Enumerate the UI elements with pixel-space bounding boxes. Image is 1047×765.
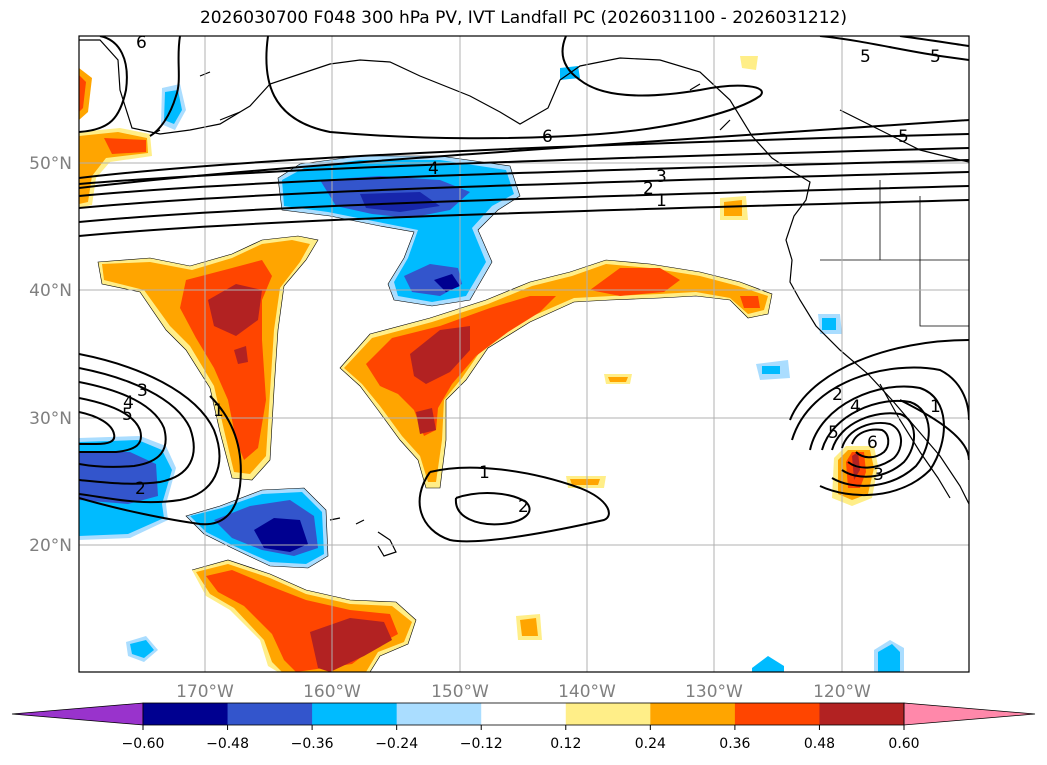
contour-label: 2 — [518, 497, 529, 517]
contour-label: 5 — [930, 47, 941, 67]
shade-positive — [570, 479, 600, 485]
colorbar-tick-label: −0.24 — [375, 736, 418, 752]
colorbar-bin — [312, 703, 398, 725]
colorbar-tick-label: 0.60 — [888, 736, 919, 752]
contour-label: 6 — [867, 433, 878, 453]
contour-label: 1 — [930, 397, 941, 417]
contour-5-line — [79, 119, 969, 189]
contour-2-central — [454, 492, 531, 526]
colorbar-bin — [227, 703, 313, 725]
shade-positive — [740, 56, 758, 70]
contour-label: 2 — [135, 479, 146, 499]
contour-label: 3 — [656, 167, 667, 187]
lon-label-120w: 120°W — [813, 682, 871, 702]
colorbar-under-extension — [11, 702, 144, 726]
shade-negative — [130, 640, 154, 658]
contour-label: 5 — [122, 405, 133, 425]
shade-positive — [724, 200, 742, 216]
plot-frame — [78, 35, 970, 673]
lat-label-20n: 20°N — [29, 536, 72, 556]
lon-label-140w: 140°W — [558, 682, 616, 702]
coastline-north-america — [79, 39, 969, 505]
contour-1-central — [418, 466, 610, 543]
colorbar-tick-label: −0.12 — [460, 736, 503, 752]
contour-label: 1 — [656, 191, 667, 211]
contour-label: 2 — [832, 385, 843, 405]
lon-label-130w: 130°W — [685, 682, 743, 702]
contour-label: 6 — [136, 33, 147, 53]
colorbar-bin — [481, 703, 567, 725]
gridlines — [79, 36, 969, 672]
contour-label: 4 — [428, 159, 439, 179]
pv-shading — [79, 56, 904, 672]
latitude-labels: 50°N 40°N 30°N 20°N — [29, 154, 72, 556]
contour-label: 4 — [850, 397, 861, 417]
contour-3-line — [79, 159, 969, 197]
colorbar-frame — [142, 702, 905, 726]
shade-negative — [822, 318, 836, 330]
shade-positive — [608, 377, 628, 382]
longitude-labels: 170°W 160°W 150°W 140°W 130°W 120°W — [176, 682, 871, 702]
colorbar-bin — [734, 703, 820, 725]
colorbar-tick-label: −0.36 — [291, 736, 334, 752]
shade-positive — [104, 138, 146, 154]
shade-negative — [360, 192, 440, 212]
colorbar-tick-label: −0.60 — [122, 736, 165, 752]
map-title: 2026030700 F048 300 hPa PV, IVT Landfall… — [199, 8, 847, 28]
colorbar-bin — [396, 703, 482, 725]
colorbar-tick-label: 0.12 — [550, 736, 581, 752]
shade-positive — [366, 296, 556, 436]
contour-label: 5 — [828, 423, 839, 443]
coastline-baja — [879, 383, 951, 499]
colorbar-tick-label: 0.48 — [804, 736, 835, 752]
contour-2-line — [79, 171, 969, 209]
lon-label-160w: 160°W — [303, 682, 361, 702]
contour-label: 5 — [898, 127, 909, 147]
contour-labels: 6 5 6 5 5 4 3 2 1 3 4 5 1 2 1 2 2 4 5 6 … — [122, 33, 941, 517]
lat-label-30n: 30°N — [29, 409, 72, 429]
colorbar-bin — [819, 703, 905, 725]
lat-label-40n: 40°N — [29, 281, 72, 301]
shade-negative — [878, 644, 900, 672]
shade-negative — [254, 518, 308, 552]
shade-positive — [410, 326, 470, 384]
colorbar-tick-label: −0.48 — [206, 736, 249, 752]
shade-positive — [740, 296, 760, 308]
contour-label: 1 — [213, 401, 224, 421]
colorbar-bin — [143, 703, 229, 725]
contour-label: 3 — [137, 381, 148, 401]
ivt-contours — [79, 36, 969, 543]
shade-negative — [752, 656, 784, 672]
colorbar-tick-label: 0.24 — [635, 736, 666, 752]
contour-label: 5 — [860, 47, 871, 67]
lat-label-50n: 50°N — [29, 154, 72, 174]
lon-label-170w: 170°W — [176, 682, 234, 702]
shade-positive — [590, 268, 680, 296]
contour-1-line — [79, 185, 969, 223]
shade-positive — [208, 284, 262, 336]
colorbar-bin — [565, 703, 651, 725]
contour-4-line — [79, 133, 969, 179]
colorbar: −0.60 −0.48 −0.36 −0.24 −0.12 0.12 0.24 0.36 0.4… — [11, 702, 1036, 752]
shade-negative — [762, 366, 780, 374]
contour-label: 2 — [643, 179, 654, 199]
shade-positive — [344, 264, 768, 482]
contour-label: 1 — [479, 463, 490, 483]
shade-negative — [434, 274, 460, 292]
contour-6-line — [265, 36, 763, 140]
contour-label: 6 — [542, 127, 553, 147]
state-borders — [879, 180, 969, 327]
shade-positive — [79, 75, 86, 112]
shade-positive — [234, 346, 248, 364]
contour-label: 4 — [123, 393, 134, 413]
colorbar-over-extension — [903, 702, 1036, 726]
shade-positive — [310, 618, 392, 672]
colorbar-tick-label: 0.36 — [719, 736, 750, 752]
lon-label-150w: 150°W — [431, 682, 489, 702]
shade-positive — [416, 408, 436, 434]
shade-positive — [520, 618, 538, 636]
contour-label: 3 — [873, 465, 884, 485]
colorbar-bin — [650, 703, 736, 725]
